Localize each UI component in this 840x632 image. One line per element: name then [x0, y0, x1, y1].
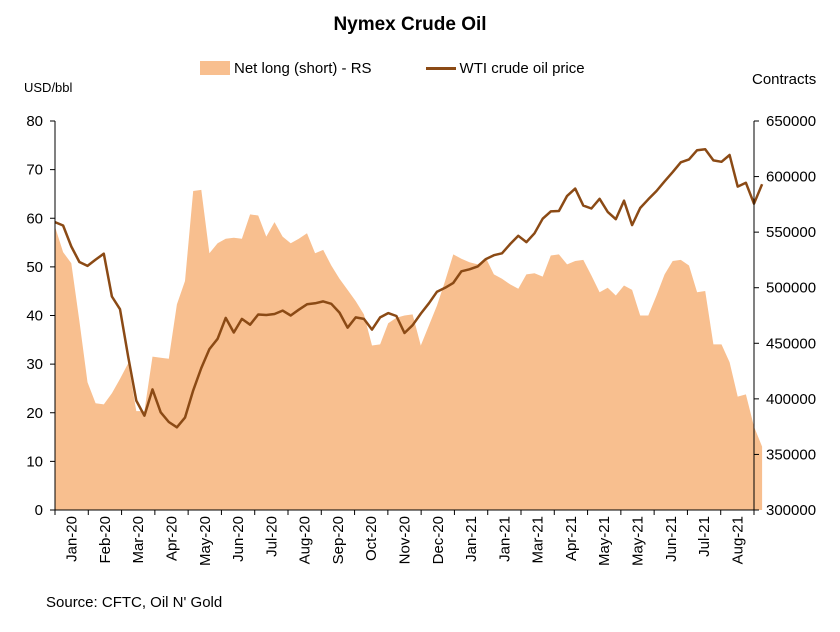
right-axis-tick-label: 400000	[766, 391, 816, 408]
left-axis-unit: USD/bbl	[24, 80, 73, 95]
chart-title: Nymex Crude Oil	[333, 14, 487, 35]
x-axis-tick-label: May-21	[596, 516, 613, 566]
source-note: Source: CFTC, Oil N' Gold	[46, 594, 223, 611]
x-axis-tick-label: Mar-21	[530, 516, 547, 564]
right-axis-tick-label: 500000	[766, 280, 816, 297]
x-axis-tick-label: Jan-21	[463, 516, 480, 562]
left-axis-tick-label: 20	[26, 405, 43, 422]
x-axis-tick-label: Dec-20	[430, 516, 447, 564]
right-axis-tick-label: 550000	[766, 224, 816, 241]
left-axis-tick-label: 50	[26, 259, 43, 276]
legend-label-net-long: Net long (short) - RS	[234, 59, 372, 77]
legend-swatch-line	[425, 66, 456, 70]
x-axis-tick-label: Nov-20	[397, 516, 414, 564]
right-axis-unit: Contracts	[752, 71, 817, 88]
legend-swatch-area	[200, 61, 230, 75]
left-axis-tick-label: 10	[26, 453, 43, 470]
left-axis-tick-label: 40	[26, 308, 43, 325]
legend-item-net-long: Net long (short) - RS	[200, 60, 372, 77]
x-axis-tick-label: Feb-20	[97, 516, 114, 564]
wti-price-line	[54, 147, 764, 429]
left-axis-tick-label: 30	[26, 356, 43, 373]
right-axis-tick-label: 650000	[766, 113, 816, 130]
x-axis-tick-label: Jul-21	[696, 516, 713, 557]
chart-legend: Net long (short) - RS WTI crude oil pric…	[200, 58, 639, 78]
net-long-area	[55, 189, 763, 510]
x-axis-tick-label: Sep-20	[330, 516, 347, 564]
legend-label-wti: WTI crude oil price	[459, 59, 585, 77]
legend-item-wti: WTI crude oil price	[425, 59, 585, 77]
x-axis-tick-label: Apr-20	[164, 516, 181, 561]
right-axis-tick-label: 600000	[766, 169, 816, 186]
left-axis-tick-label: 60	[26, 210, 43, 227]
x-axis-tick-label: Jul-20	[263, 516, 280, 557]
x-axis-tick-label: May-20	[197, 516, 214, 566]
x-axis-tick-label: Oct-20	[363, 516, 380, 561]
x-axis-tick-label: Apr-21	[563, 516, 580, 561]
x-axis-tick-label: Aug-20	[297, 516, 314, 564]
x-axis-tick-label: Jan-20	[64, 516, 81, 562]
right-axis-tick-label: 450000	[766, 335, 816, 352]
left-axis-tick-label: 80	[26, 113, 43, 130]
x-axis-tick-label: Jun-20	[230, 516, 247, 562]
x-axis-tick-label: Jan-21	[496, 516, 513, 562]
right-axis-tick-label: 300000	[766, 502, 816, 519]
left-axis-tick-label: 0	[35, 502, 43, 519]
x-axis-tick-label: Aug-21	[729, 516, 746, 564]
x-axis-tick-label: Jun-21	[663, 516, 680, 562]
x-axis-tick-label: Mar-20	[130, 516, 147, 564]
left-axis-tick-label: 70	[26, 162, 43, 179]
right-axis-tick-label: 350000	[766, 446, 816, 463]
x-axis-tick-label: May-21	[630, 516, 647, 566]
